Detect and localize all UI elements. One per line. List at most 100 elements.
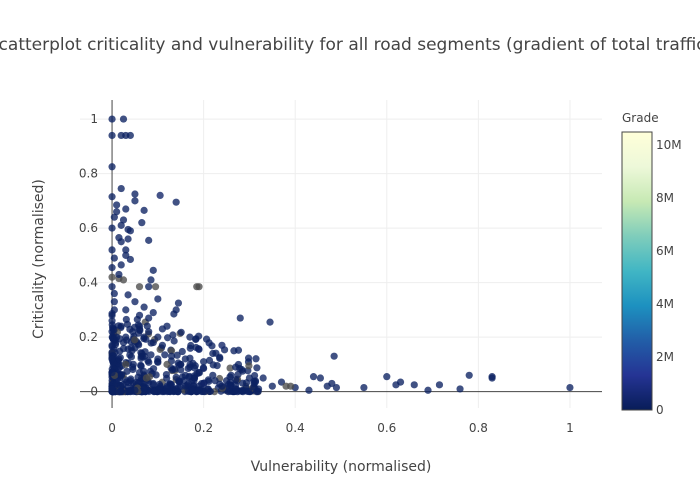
scatter-point <box>108 283 116 291</box>
scatter-point <box>167 352 176 360</box>
scatter-point <box>152 371 160 379</box>
scatter-point <box>115 270 123 279</box>
scatter-point <box>158 325 167 333</box>
scatter-point <box>227 371 235 379</box>
scatter-point <box>170 310 178 318</box>
scatter-point <box>124 235 132 243</box>
scatter-point <box>192 335 200 343</box>
scatter-point <box>186 363 194 371</box>
scatter-point <box>108 131 116 140</box>
x-tick-label: 1 <box>566 421 574 435</box>
scatter-point <box>145 283 153 291</box>
scatter-point <box>245 362 253 370</box>
scatter-point <box>122 205 130 213</box>
y-tick-label: 1 <box>90 112 98 126</box>
colorbar-tick-label: 6M <box>656 244 674 258</box>
scatter-point <box>209 371 217 379</box>
scatter-point <box>124 291 132 299</box>
scatter-point <box>226 364 234 372</box>
scatter-point <box>149 266 157 274</box>
scatter-point <box>178 347 186 356</box>
scatter-point <box>360 383 368 392</box>
scatter-point <box>138 349 146 358</box>
scatter-point <box>189 386 197 395</box>
scatter-point <box>323 382 331 390</box>
y-axis-title: Criticality (normalised) <box>31 179 47 339</box>
scatter-point <box>209 349 217 358</box>
scatter-point <box>108 246 116 254</box>
scatter-point <box>175 377 183 385</box>
scatter-point <box>154 355 162 363</box>
scatter-point <box>108 328 116 336</box>
scatter-point <box>268 382 276 390</box>
y-axis-ticks: 0 0.2 0.4 0.6 0.8 1 <box>79 112 98 399</box>
scatter-point <box>145 314 153 322</box>
scatter-point <box>266 318 274 326</box>
scatter-point <box>122 306 130 314</box>
scatter-point <box>238 387 246 395</box>
scatter-point <box>156 382 164 390</box>
scatter-point <box>158 341 167 349</box>
scatter-point <box>245 374 254 382</box>
scatter-point <box>181 355 189 363</box>
scatter-point <box>218 341 226 349</box>
scatter-point <box>113 333 121 341</box>
scatter-point <box>140 303 148 311</box>
scatter-point <box>259 374 267 382</box>
x-axis-ticks: 0 0.2 0.4 0.6 0.8 1 <box>108 421 574 435</box>
scatter-point <box>163 374 171 382</box>
scatter-point <box>110 306 118 314</box>
scatter-point <box>163 383 171 392</box>
scatter-point <box>456 385 464 393</box>
x-tick-label: 0.6 <box>377 421 396 435</box>
scatter-point <box>122 360 130 368</box>
scatter-point <box>332 383 341 392</box>
scatter-point <box>117 322 125 330</box>
x-axis-title: Vulnerability (normalised) <box>251 459 432 475</box>
scatter-point <box>234 346 243 354</box>
scatter-point <box>127 353 135 361</box>
scatter-point <box>140 385 148 393</box>
scatter-point <box>117 238 125 246</box>
scatter-point <box>222 377 231 385</box>
scatter-point <box>149 338 157 347</box>
scatter-point <box>253 364 261 372</box>
scatter-point <box>108 264 116 272</box>
scatter-point <box>131 344 139 352</box>
scatter-point <box>117 221 125 229</box>
scatter-point <box>146 367 154 375</box>
scatter-point <box>140 333 148 341</box>
scatter-point <box>172 385 180 393</box>
scatter-point <box>181 382 189 390</box>
scatter-point <box>142 374 150 382</box>
chart-title: Scatterplot criticality and vulnerabilit… <box>0 35 700 55</box>
scatter-point <box>108 273 116 281</box>
scatter-point <box>252 355 260 363</box>
colorbar-tick-label: 10M <box>656 138 682 152</box>
scatter-point <box>195 345 203 353</box>
scatter-point <box>169 331 177 339</box>
scatter-point <box>122 251 130 259</box>
scatter-point <box>135 311 144 319</box>
scatter-point <box>238 367 247 375</box>
scatter-point <box>254 385 263 393</box>
y-tick-label: 0.2 <box>79 330 98 344</box>
scatter-point <box>145 328 153 336</box>
colorbar-tick-label: 4M <box>656 297 674 311</box>
scatter-point <box>125 387 133 395</box>
scatter-point <box>435 381 444 389</box>
scatter-point <box>204 385 212 393</box>
scatter-point <box>143 322 151 330</box>
scatter-point <box>117 371 125 379</box>
colorbar-tick-label: 8M <box>656 191 674 205</box>
scatter-point <box>174 299 183 307</box>
scatter-point <box>151 283 160 291</box>
scatter-point <box>154 295 162 303</box>
scatter-point <box>123 367 131 375</box>
scatter-point <box>287 382 295 390</box>
scatter-point <box>186 333 194 341</box>
y-tick-label: 0.4 <box>79 276 98 290</box>
scatter-point <box>126 131 134 140</box>
scatter-point <box>116 388 124 396</box>
